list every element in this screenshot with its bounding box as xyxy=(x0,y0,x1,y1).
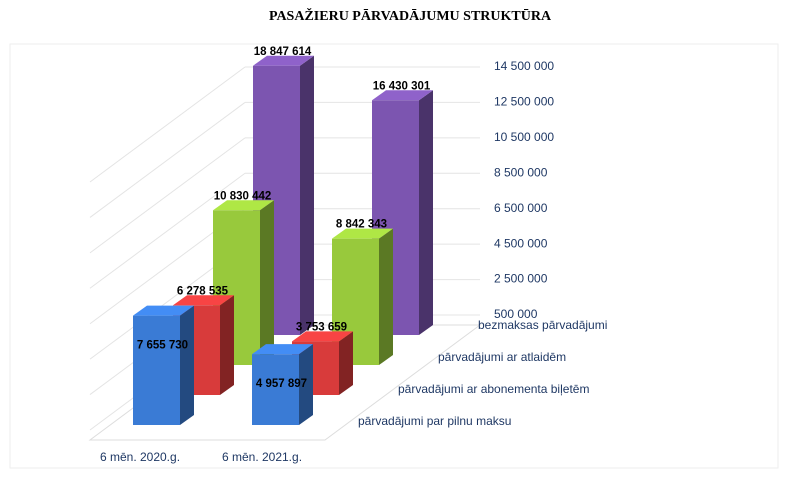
bar-front xyxy=(252,354,299,425)
legend-label: bezmaksas pārvadājumi xyxy=(478,318,607,332)
bar-side xyxy=(379,228,393,365)
grid-line xyxy=(89,172,246,289)
y-tick-label: 8 500 000 xyxy=(494,165,548,179)
grid-line xyxy=(89,137,246,254)
y-tick-label: 12 500 000 xyxy=(494,95,554,109)
y-tick-label: 6 500 000 xyxy=(494,201,548,215)
bar xyxy=(213,200,274,365)
y-tick-label: 2 500 000 xyxy=(494,272,548,286)
bar xyxy=(252,344,313,425)
y-tick-label: 14 500 000 xyxy=(494,59,554,73)
value-label: 18 847 614 xyxy=(254,46,312,58)
bar-top xyxy=(173,295,234,306)
bar-top xyxy=(332,228,393,239)
bar-top xyxy=(372,90,433,101)
bar-front xyxy=(133,315,180,425)
y-tick-label: 500 000 xyxy=(494,307,538,321)
y-tick-label: 4 500 000 xyxy=(494,236,548,250)
bar-side xyxy=(260,200,274,365)
bar-top xyxy=(213,200,274,211)
value-label: 10 830 442 xyxy=(214,190,272,202)
x-tick-label: 6 mēn. 2021.g. xyxy=(222,450,302,464)
grid-line xyxy=(89,66,246,183)
bar-side xyxy=(299,344,313,425)
x-tick-label: 6 mēn. 2020.g. xyxy=(100,450,180,464)
frame xyxy=(9,43,779,469)
bar-top xyxy=(252,344,313,355)
grid-line xyxy=(89,102,246,218)
value-label: 6 278 535 xyxy=(177,285,229,297)
bar xyxy=(133,305,194,425)
bar-top xyxy=(133,305,194,316)
value-label: 4 957 897 xyxy=(256,378,307,390)
value-label: 3 753 659 xyxy=(296,321,347,333)
bar-side xyxy=(300,55,314,335)
value-label: 8 842 343 xyxy=(336,219,387,231)
value-label: 16 430 301 xyxy=(373,80,431,92)
bar-top xyxy=(292,331,353,342)
bar-side xyxy=(220,295,234,395)
chart-title: PASAŽIERU PĀRVADĀJUMU STRUKTŪRA xyxy=(269,7,552,24)
value-label: 7 655 730 xyxy=(137,340,188,352)
bar-top xyxy=(253,55,314,66)
legend-label: pārvadājumi par pilnu maksu xyxy=(358,414,511,428)
legend-label: pārvadājumi ar abonementa biļetēm xyxy=(398,382,589,396)
bar-side xyxy=(339,331,353,395)
legend-label: pārvadājumi ar atlaidēm xyxy=(438,350,566,364)
y-tick-label: 10 500 000 xyxy=(494,130,554,144)
bar-side xyxy=(419,90,433,335)
bar-side xyxy=(180,305,194,425)
